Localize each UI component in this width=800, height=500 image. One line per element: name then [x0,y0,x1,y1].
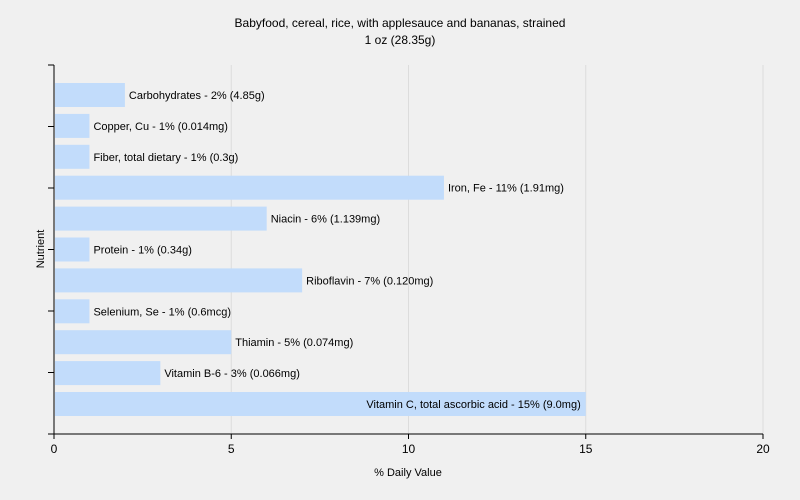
bars-group: Carbohydrates - 2% (4.85g) Copper, Cu - 1… [55,83,586,416]
bar-label: Vitamin C, total ascorbic acid - 15% (9.… [366,399,580,411]
axes-group: 0 5 10 15 20 [48,64,770,456]
y-axis-title: Nutrient [35,230,47,269]
bar-label: Fiber, total dietary - 1% (0.3g) [93,152,238,164]
bar [55,237,90,262]
bar-label: Protein - 1% (0.34g) [93,245,191,257]
bar [55,175,444,200]
bar-label: Thiamin - 5% (0.074mg) [235,337,353,349]
bar [55,330,232,355]
x-tick-label: 10 [402,442,416,456]
bar [55,206,267,231]
chart-title: Babyfood, cereal, rice, with applesauce … [235,16,566,30]
bar-label: Niacin - 6% (1.139mg) [271,214,380,226]
bar-label: Copper, Cu - 1% (0.014mg) [93,121,228,133]
bar-label: Selenium, Se - 1% (0.6mcg) [93,306,231,318]
chart-subtitle: 1 oz (28.35g) [365,33,436,47]
bar-label: Vitamin B-6 - 3% (0.066mg) [164,368,300,380]
bar [55,299,90,324]
bar-label: Carbohydrates - 2% (4.85g) [129,90,265,102]
bar [55,392,586,416]
bar [55,144,90,169]
x-tick-label: 15 [579,442,593,456]
bar [55,268,303,293]
x-tick-label: 20 [756,442,770,456]
bar [55,361,161,386]
x-tick-label: 5 [228,442,235,456]
bar [55,83,125,107]
x-tick-label: 0 [51,442,58,456]
bar-label: Riboflavin - 7% (0.120mg) [306,275,433,287]
x-axis-title: % Daily Value [374,467,442,479]
gridlines [230,65,764,434]
bar [55,113,90,138]
bar-label: Iron, Fe - 11% (1.91mg) [448,183,564,195]
